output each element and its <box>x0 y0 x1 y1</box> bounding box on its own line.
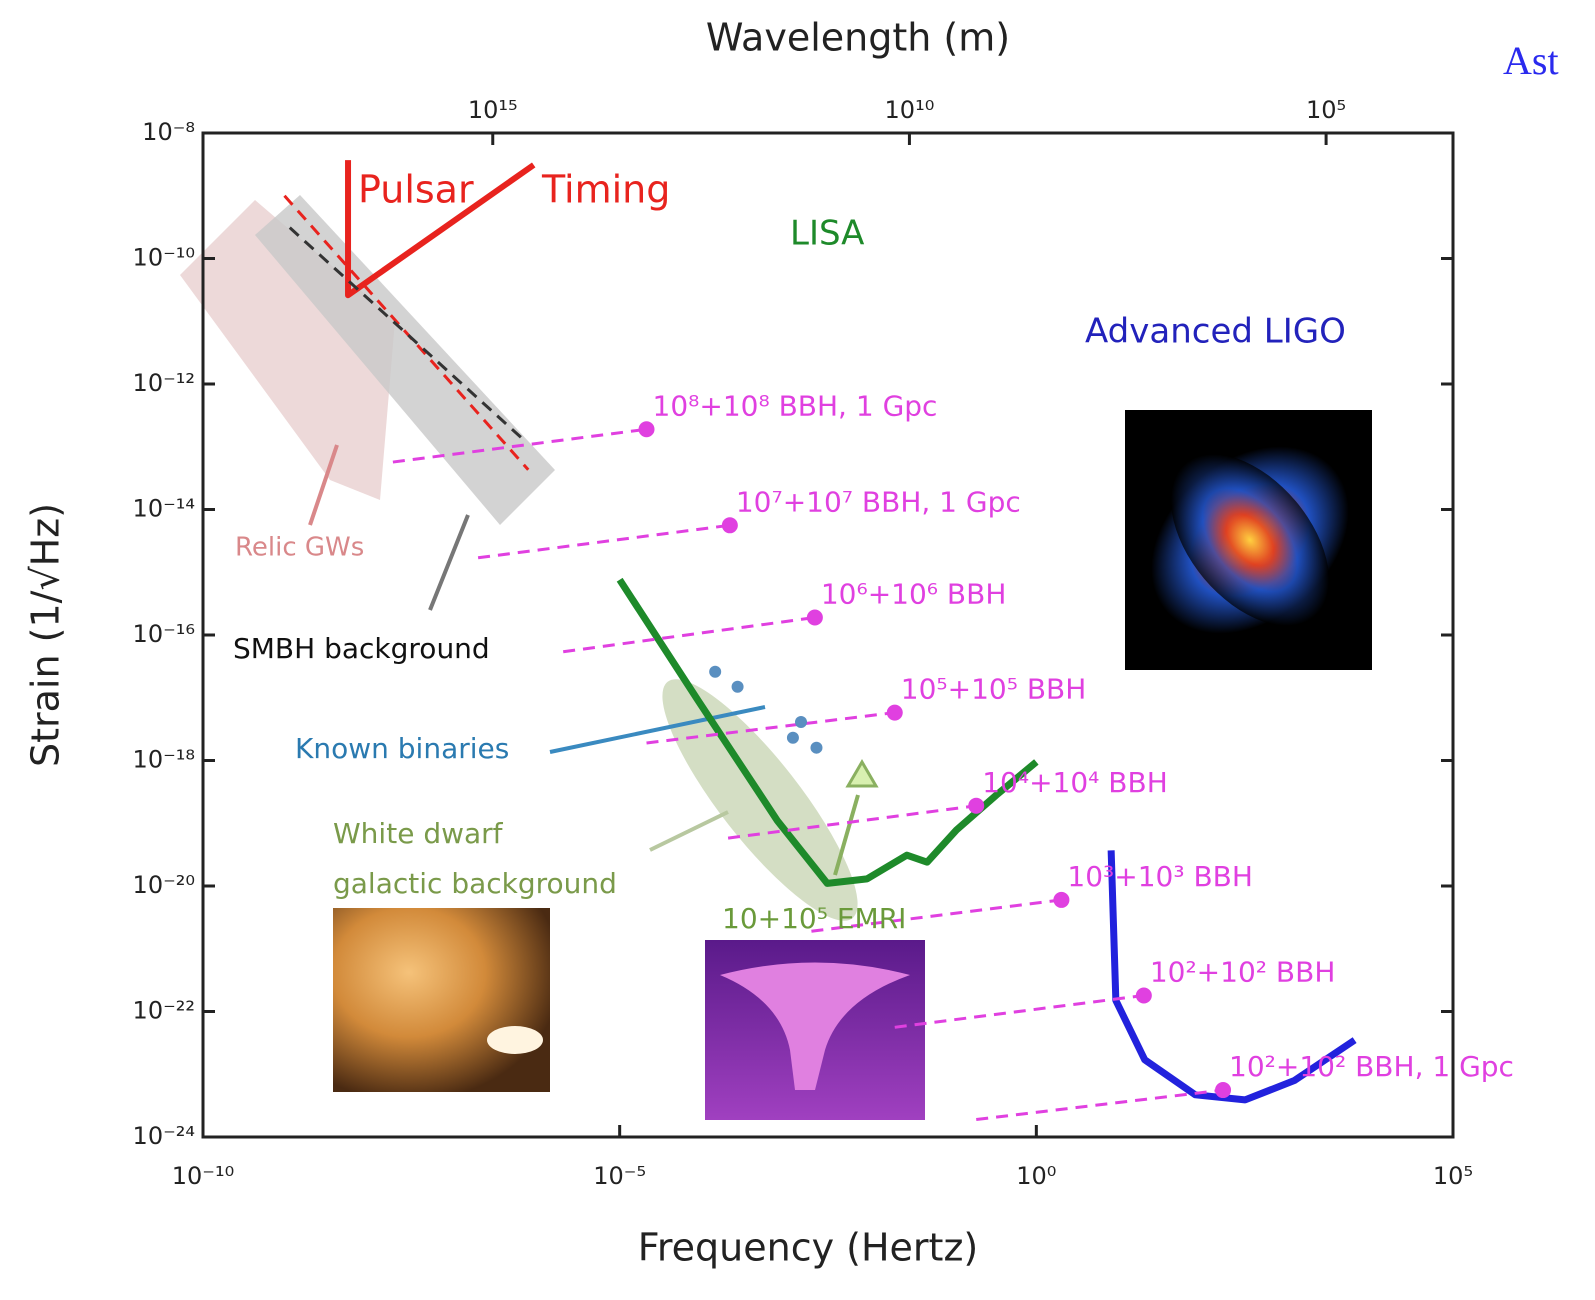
x2-tick-label: 10¹⁰ <box>885 96 935 124</box>
x-tick-label: 10⁵ <box>1433 1162 1473 1190</box>
line <box>894 993 1145 1029</box>
y-tick-label: 10⁻²² <box>133 997 195 1025</box>
x2-axis-title: Wavelength (m) <box>706 16 1010 60</box>
line <box>392 427 647 464</box>
end-marker <box>1053 891 1070 908</box>
image-star <box>333 908 550 1092</box>
track-label: 10²+10² BBH <box>1150 955 1336 988</box>
y-tick-label: 10⁻¹⁴ <box>133 495 195 523</box>
line <box>811 898 1062 933</box>
annotation: 10+10⁵ EMRI <box>722 902 906 935</box>
track-label: 10⁷+10⁷ BBH, 1 Gpc <box>736 485 1021 518</box>
image-emri-funnel <box>720 962 910 1090</box>
line <box>345 160 536 299</box>
track-label: 10⁶+10⁶ BBH <box>821 578 1007 611</box>
y-tick-label: 10⁻¹⁰ <box>133 244 195 272</box>
annotation: SMBH background <box>233 632 490 665</box>
end-marker <box>638 421 655 438</box>
marker-triangle <box>845 759 879 788</box>
annotation: Relic GWs <box>235 533 364 563</box>
y-tick-label: 10⁻¹⁸ <box>133 746 195 774</box>
point <box>795 716 808 729</box>
arrow <box>549 705 766 754</box>
point <box>786 731 799 744</box>
end-marker <box>806 609 823 626</box>
annotation: Pulsar <box>358 168 474 212</box>
line <box>283 194 530 471</box>
image-star-companion <box>487 1026 543 1054</box>
x2-tick-label: 10⁵ <box>1306 96 1346 124</box>
point <box>810 741 823 754</box>
point <box>709 665 722 678</box>
y-tick-label: 10⁻⁸ <box>142 118 195 146</box>
arrow <box>308 444 339 526</box>
y-tick-label: 10⁻²⁴ <box>133 1122 195 1150</box>
track-label: 10⁸+10⁸ BBH, 1 Gpc <box>653 389 938 422</box>
arrow <box>649 810 729 852</box>
line <box>976 1088 1224 1121</box>
point <box>731 680 744 693</box>
end-marker <box>886 704 903 721</box>
line <box>477 523 731 560</box>
x-tick-label: 10⁻¹⁰ <box>172 1162 234 1190</box>
line <box>562 616 816 654</box>
annotation: galactic background <box>333 867 617 900</box>
x2-tick-label: 10¹⁵ <box>468 96 518 124</box>
track-label: 10²+10² BBH, 1 Gpc <box>1229 1050 1514 1083</box>
annotation: Timing <box>541 168 670 212</box>
end-marker <box>721 517 738 534</box>
annotation: White dwarf <box>333 817 504 850</box>
annotation: Advanced LIGO <box>1085 312 1346 352</box>
line <box>727 804 977 840</box>
image-bh-glow <box>1170 454 1330 626</box>
end-marker <box>1135 987 1152 1004</box>
x-tick-label: 10⁰ <box>1016 1162 1056 1190</box>
arrows <box>308 444 860 876</box>
track-label: 10⁴+10⁴ BBH <box>982 766 1168 799</box>
x-tick-label: 10⁻⁵ <box>593 1162 646 1190</box>
x-axis-title: Frequency (Hertz) <box>638 1226 978 1270</box>
y-tick-label: 10⁻¹² <box>133 369 195 397</box>
line <box>288 226 525 441</box>
arrow <box>833 794 860 876</box>
y-tick-label: 10⁻²⁰ <box>133 871 195 899</box>
annotation: LISA <box>790 214 864 254</box>
y-tick-label: 10⁻¹⁶ <box>133 620 195 648</box>
end-marker <box>968 797 985 814</box>
smbh-band <box>255 195 555 525</box>
track-label: 10⁵+10⁵ BBH <box>901 673 1087 706</box>
line <box>646 711 895 745</box>
annotation: Known binaries <box>295 732 509 765</box>
y-axis-title: Strain (1/√Hz) <box>24 503 68 767</box>
track-label: 10³+10³ BBH <box>1067 860 1253 893</box>
arrow <box>428 514 470 611</box>
end-marker <box>1215 1082 1232 1099</box>
corner-text: Ast <box>1503 38 1559 83</box>
